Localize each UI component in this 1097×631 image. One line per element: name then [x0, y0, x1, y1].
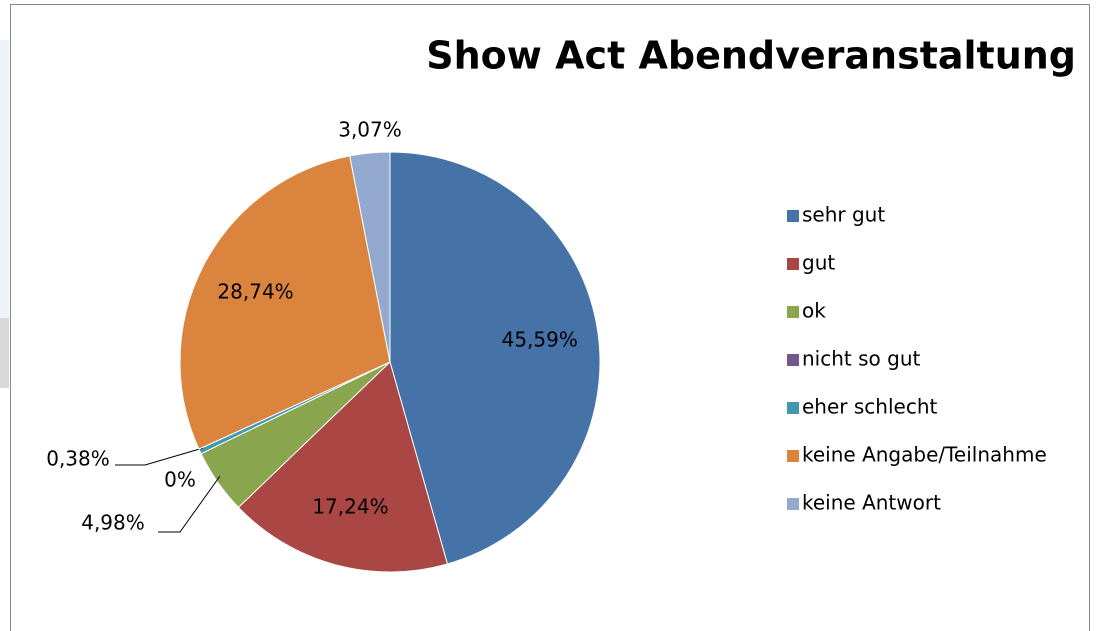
- legend-swatch: [787, 210, 799, 222]
- data-label: 0,38%: [46, 447, 110, 471]
- data-label: 45,59%: [502, 328, 578, 352]
- data-label: 3,07%: [338, 118, 402, 142]
- leader-line: [115, 447, 204, 466]
- legend-label: eher schlecht: [802, 395, 937, 419]
- legend-swatch: [787, 258, 799, 270]
- legend-swatch: [787, 498, 799, 510]
- legend-label: sehr gut: [802, 203, 885, 227]
- leader-line: [158, 475, 221, 533]
- legend-label: ok: [802, 299, 826, 323]
- legend-label: keine Angabe/Teilnahme: [802, 443, 1047, 467]
- legend-swatch: [787, 402, 799, 414]
- legend-swatch: [787, 450, 799, 462]
- legend-label: keine Antwort: [802, 491, 941, 515]
- chart-title: Show Act Abendveranstaltung: [426, 34, 1076, 78]
- pie-slice: [349, 151, 391, 363]
- sheet-edge: [0, 40, 9, 340]
- pie-slice: [237, 361, 449, 573]
- legend-swatch: [787, 306, 799, 318]
- data-label: 4,98%: [81, 511, 145, 535]
- data-label: 17,24%: [312, 494, 388, 518]
- pie-slice: [389, 151, 601, 565]
- legend-label: gut: [802, 251, 835, 275]
- legend-label: nicht so gut: [802, 347, 920, 371]
- sheet-edge-cell: [0, 318, 9, 388]
- data-label: 28,74%: [217, 279, 293, 303]
- data-label: 0%: [164, 468, 196, 492]
- pie-slice: [179, 155, 391, 450]
- legend-swatch: [787, 354, 799, 366]
